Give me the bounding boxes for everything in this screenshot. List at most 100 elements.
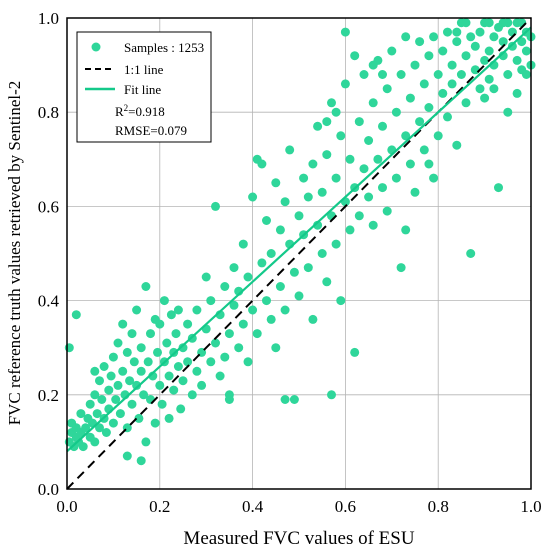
sample-point [127, 329, 137, 339]
sample-point [136, 456, 146, 466]
sample-point [176, 404, 186, 414]
sample-point [484, 18, 494, 28]
sample-point [396, 70, 406, 79]
sample-point [229, 263, 239, 273]
sample-point [354, 211, 364, 221]
sample-point [90, 366, 100, 376]
sample-point [368, 98, 378, 108]
sample-point [447, 60, 457, 70]
y-tick-label-3: 0.6 [38, 197, 59, 216]
sample-point [303, 192, 313, 202]
sample-point [405, 93, 415, 103]
y-tick-labels: 0.0 0.2 0.4 0.6 0.8 1.0 [38, 9, 60, 499]
sample-point [262, 296, 271, 306]
sample-point [164, 371, 174, 381]
sample-point [364, 192, 374, 202]
sample-point [470, 65, 480, 75]
sample-point [122, 347, 132, 357]
sample-point [280, 395, 290, 404]
sample-point [113, 380, 123, 390]
sample-point [164, 413, 174, 423]
sample-point [280, 305, 290, 315]
sample-point [350, 51, 360, 61]
sample-point [173, 362, 183, 371]
sample-point [401, 32, 411, 42]
sample-point [503, 70, 513, 79]
sample-point [443, 112, 452, 122]
sample-point [461, 51, 471, 61]
sample-point [331, 173, 341, 183]
sample-point [78, 442, 88, 452]
sample-point [159, 296, 169, 306]
sample-point [224, 329, 234, 339]
sample-point [187, 390, 197, 400]
sample-point [243, 357, 253, 367]
sample-point [238, 319, 248, 329]
sample-point [183, 357, 193, 367]
sample-point [424, 103, 434, 112]
sample-point [466, 32, 476, 42]
sample-point [169, 385, 179, 395]
sample-point [299, 173, 309, 183]
sample-point [95, 376, 104, 386]
sample-point [166, 310, 176, 320]
x-axis-label: Measured FVC values of ESU [183, 528, 414, 549]
sample-point [157, 399, 167, 409]
sample-point [340, 27, 350, 37]
legend-r2-value: =0.918 [128, 104, 165, 119]
sample-point [220, 352, 230, 362]
sample-point [234, 343, 244, 353]
sample-point [104, 385, 114, 395]
sample-point [101, 428, 111, 437]
one-to-one-line [66, 17, 532, 490]
sample-point [438, 46, 448, 56]
sample-point [201, 272, 211, 282]
sample-point [132, 305, 142, 315]
sample-point [452, 37, 462, 47]
sample-point [248, 192, 258, 202]
y-tick-label-5: 1.0 [38, 9, 59, 28]
sample-point [331, 107, 341, 117]
sample-point [378, 121, 387, 131]
sample-point [489, 32, 499, 42]
sample-point [322, 150, 332, 160]
sample-point [125, 376, 135, 386]
sample-point [224, 395, 234, 404]
sample-point [401, 225, 411, 235]
sample-point [345, 154, 355, 164]
sample-point [452, 27, 462, 37]
sample-point [153, 347, 162, 357]
sample-point [340, 79, 350, 89]
legend-one-to-one-label: 1:1 line [124, 62, 164, 77]
sample-point [368, 60, 378, 70]
sample-point [438, 88, 448, 98]
sample-point [211, 338, 220, 348]
sample-point [419, 145, 429, 155]
sample-point [271, 178, 281, 188]
sample-point [521, 46, 531, 56]
sample-point [95, 423, 104, 433]
sample-point [122, 451, 132, 461]
sample-point [336, 296, 346, 306]
sample-point [410, 187, 420, 197]
sample-point [162, 338, 172, 348]
sample-point [146, 395, 155, 404]
sample-point [257, 258, 267, 268]
sample-point [415, 117, 425, 127]
sample-point [470, 41, 480, 51]
sample-point [143, 357, 153, 367]
legend: Samples : 1253 1:1 line Fit line R2=0.91… [76, 31, 212, 143]
sample-point [106, 371, 116, 381]
sample-point [489, 84, 499, 94]
sample-point [475, 27, 485, 37]
sample-point [85, 399, 95, 409]
sample-point [359, 164, 369, 174]
sample-point [271, 343, 281, 353]
sample-point [220, 282, 230, 291]
legend-r2: R2=0.918 [115, 103, 165, 119]
sample-point [155, 380, 165, 390]
sample-point [150, 418, 160, 428]
sample-point [498, 18, 508, 28]
sample-point [155, 319, 165, 329]
sample-point [266, 314, 276, 324]
